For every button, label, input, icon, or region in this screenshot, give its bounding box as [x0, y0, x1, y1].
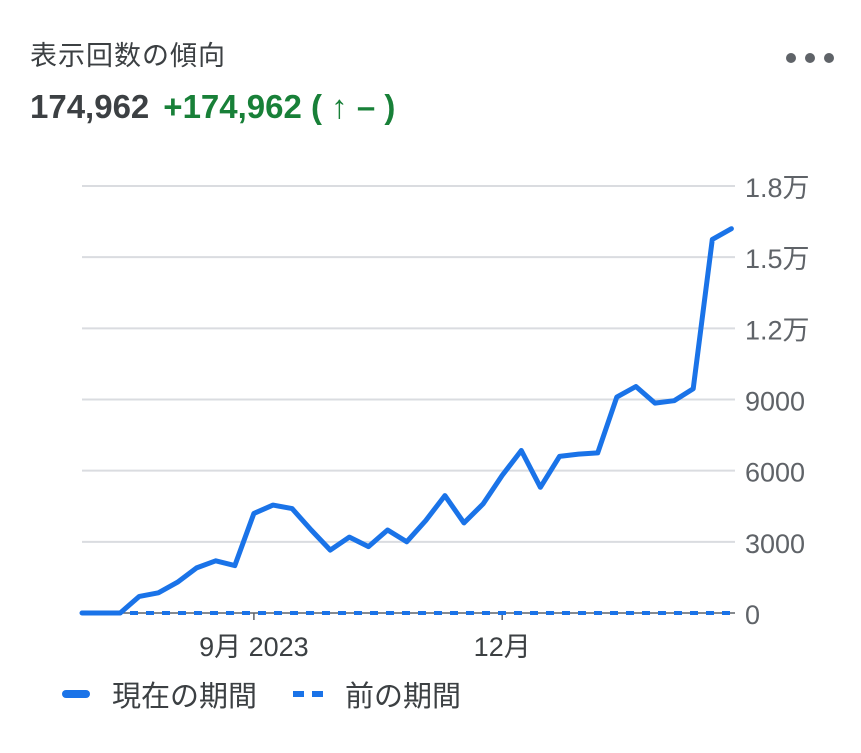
legend-label-current: 現在の期間	[112, 681, 258, 713]
card-title: 表示回数の傾向	[30, 41, 226, 71]
y-tick-label: 1.8万	[745, 173, 810, 203]
dashed-line-swatch	[293, 691, 324, 697]
total-impressions: 174,962	[30, 88, 150, 125]
y-axis-ticks: 0 3000 6000 9000 1.2万 1.5万 1.8万	[745, 173, 810, 630]
legend-label-previous: 前の期間	[345, 681, 462, 713]
y-tick-label: 0	[745, 600, 760, 630]
impressions-change: +174,962 ( ↑ – )	[163, 88, 396, 125]
y-tick-label: 6000	[745, 458, 805, 488]
x-tick-label: 9月 2023	[199, 632, 309, 662]
y-tick-label: 3000	[745, 529, 805, 559]
more-horiz-icon-dot	[805, 53, 815, 63]
series-current-line	[79, 226, 734, 616]
more-horiz-icon-dot	[824, 53, 834, 63]
legend-current-period[interactable]: 現在の期間	[62, 673, 257, 715]
y-tick-label: 1.2万	[745, 315, 810, 345]
more-horiz-icon	[786, 53, 796, 63]
series-lines	[79, 226, 734, 616]
x-axis-ticks: 9月 2023 12月	[199, 613, 531, 662]
y-tick-label: 9000	[745, 387, 805, 417]
legend-previous-period[interactable]: 前の期間	[293, 673, 461, 715]
metric-summary: 174,962 +174,962 ( ↑ – )	[30, 88, 395, 126]
impressions-trend-chart: 0 3000 6000 9000 1.2万 1.5万 1.8万 9月 2023 12月	[79, 173, 810, 662]
solid-line-swatch	[62, 690, 90, 698]
grid-lines	[82, 185, 735, 614]
chart-legend: 現在の期間 前の期間	[62, 673, 497, 715]
x-tick-label: 12月	[474, 632, 531, 662]
more-options-button[interactable]	[786, 46, 834, 70]
y-tick-label: 1.5万	[745, 244, 810, 274]
